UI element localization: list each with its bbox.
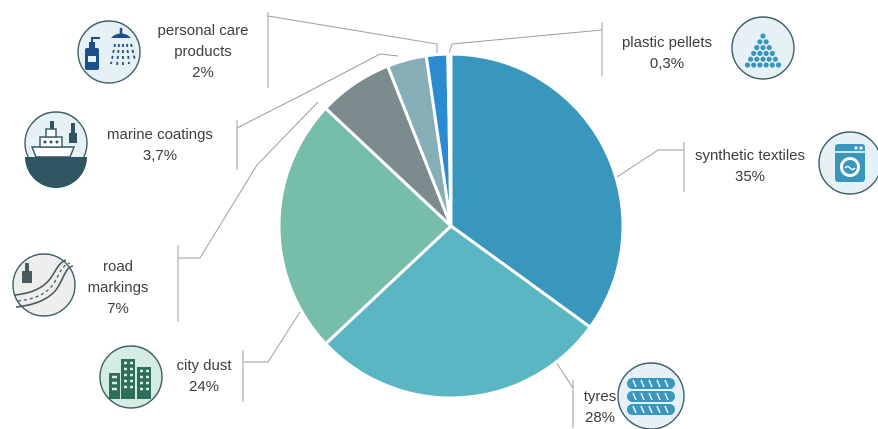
value-synthetic-textiles: 35% — [735, 168, 765, 185]
label-plastic-pellets: plastic pellets — [622, 34, 712, 51]
city-buildings-icon — [99, 345, 163, 409]
value-personal-care: 2% — [192, 64, 214, 81]
tyres-icon — [617, 362, 685, 429]
pie-slice-plastic-pellets — [446, 52, 453, 228]
leader-lines — [177, 12, 685, 428]
value-tyres: 28% — [585, 409, 615, 426]
value-marine-coatings: 3,7% — [143, 147, 177, 164]
ship-paint-icon — [24, 111, 88, 188]
leader-plastic-pellets — [448, 29, 603, 55]
pie-slices — [277, 52, 625, 400]
pie-slice-tyres — [324, 224, 592, 400]
leader-marine-coatings — [236, 53, 399, 129]
leader-personal-care — [267, 15, 438, 55]
value-road-markings: 7% — [107, 300, 129, 317]
leader-city-dust — [243, 311, 301, 363]
pie-slice-synthetic-textiles — [449, 52, 625, 329]
label-marine-coatings: marine coatings — [107, 126, 213, 143]
slice-labels: synthetic textiles 35% tyres 28% city du… — [88, 22, 805, 426]
label-road-markings-line1: road — [103, 258, 133, 275]
shower-soap-icon — [77, 20, 141, 84]
value-plastic-pellets: 0,3% — [650, 55, 684, 72]
label-tyres: tyres — [584, 388, 617, 405]
label-personal-care-line2: products — [174, 43, 232, 60]
leader-road-markings — [178, 101, 319, 259]
value-city-dust: 24% — [189, 378, 219, 395]
washing-machine-icon — [818, 131, 878, 195]
leader-synthetic-textiles — [607, 149, 684, 184]
label-personal-care-line1: personal care — [158, 22, 249, 39]
label-city-dust: city dust — [176, 357, 232, 374]
plastic-pellets-icon — [731, 16, 795, 80]
label-synthetic-textiles: synthetic textiles — [695, 147, 805, 164]
road-paint-icon — [12, 253, 76, 317]
pie-slice-city-dust — [277, 106, 453, 346]
label-road-markings-line2: markings — [88, 279, 149, 296]
